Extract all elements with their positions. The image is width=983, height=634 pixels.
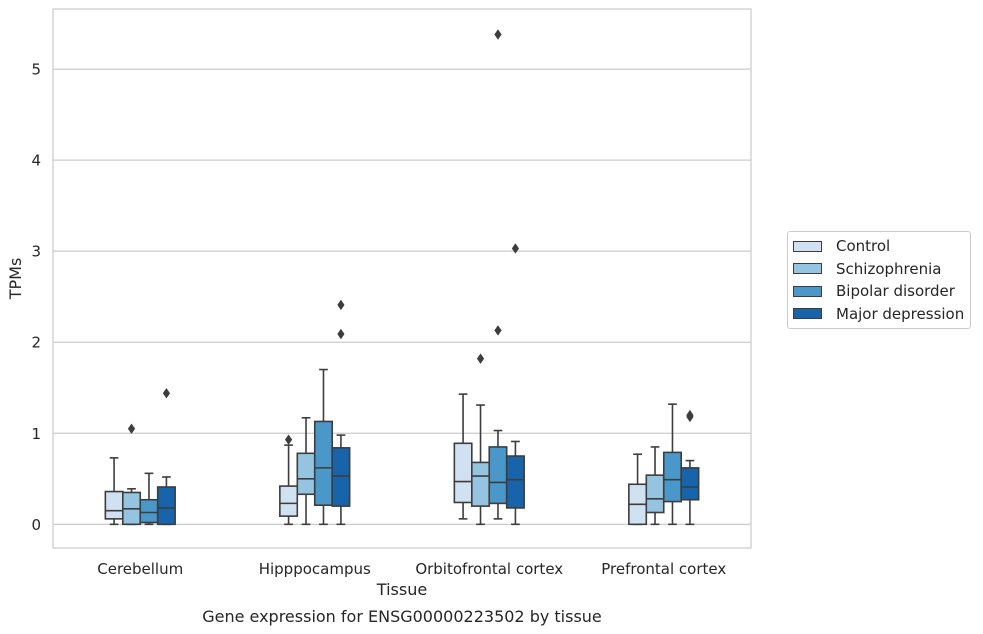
iqr-box: [453, 442, 473, 504]
y-tick-label: 5: [31, 61, 41, 79]
box-major-depression: [156, 388, 176, 526]
legend-swatch: [793, 240, 822, 252]
outlier-point: [127, 423, 136, 434]
iqr-box: [662, 451, 683, 503]
plot-boxes: [104, 29, 700, 526]
box-major-depression: [505, 243, 525, 526]
iqr-box: [488, 446, 508, 505]
box-major-depression: [331, 299, 351, 526]
y-tick-label: 4: [31, 152, 41, 170]
x-tick-label: Orbitofrontal cortex: [415, 560, 563, 578]
iqr-box: [313, 420, 334, 507]
x-tick-label: Prefrontal cortex: [601, 560, 726, 578]
outlier-point: [476, 353, 485, 364]
iqr-box: [104, 490, 124, 520]
legend-label: Control: [836, 237, 891, 256]
legend: Control Schizophrenia Bipolar disorder Majo…: [787, 231, 971, 329]
iqr-box: [296, 452, 316, 496]
box-schizophrenia: [122, 423, 142, 526]
box-schizophrenia: [645, 446, 665, 526]
chart-caption: Gene expression for ENSG00000223502 by t…: [202, 607, 602, 626]
outlier-point: [494, 325, 502, 336]
box-control: [453, 393, 473, 520]
outlier-point: [511, 243, 520, 254]
y-tick-label: 1: [31, 425, 41, 443]
outlier-point: [337, 328, 345, 340]
iqr-box: [279, 485, 299, 517]
box-control: [628, 453, 648, 526]
box-bipolar-disorder: [313, 368, 334, 526]
outlier-point: [284, 434, 293, 445]
y-tick-label: 0: [31, 516, 41, 534]
legend-item: Bipolar disorder: [788, 280, 970, 303]
legend-label: Schizophrenia: [836, 259, 942, 278]
y-ticks: 0 1 2 3 4 5: [31, 61, 41, 534]
iqr-box: [470, 461, 491, 507]
box-control: [279, 434, 299, 526]
outlier-point: [162, 388, 171, 399]
box-bipolar-disorder: [139, 472, 159, 526]
legend-swatch: [793, 308, 822, 320]
legend-label: Bipolar disorder: [836, 282, 955, 301]
x-tick-label: Hipppocampus: [259, 560, 371, 578]
x-axis-label: Tissue: [376, 580, 427, 599]
legend-swatch: [793, 285, 822, 297]
x-tick-label: Cerebellum: [97, 560, 183, 578]
y-axis-label: TPMs: [6, 258, 25, 301]
legend-item: Major depression: [788, 303, 970, 326]
legend-item: Schizophrenia: [788, 258, 970, 281]
iqr-box: [139, 498, 159, 524]
box-schizophrenia: [296, 417, 316, 526]
iqr-box: [680, 467, 700, 501]
iqr-box: [505, 455, 525, 509]
legend-swatch: [793, 263, 822, 275]
iqr-box: [156, 486, 176, 526]
box-control: [104, 457, 124, 526]
box-bipolar-disorder: [662, 403, 683, 526]
legend-item: Control: [788, 235, 970, 258]
outlier-point: [686, 409, 694, 421]
x-ticks: Cerebellum Hipppocampus Orbitofrontal cort…: [97, 560, 726, 578]
outlier-point: [494, 29, 502, 40]
box-major-depression: [680, 409, 700, 526]
legend-label: Major depression: [836, 304, 965, 323]
y-tick-label: 2: [31, 334, 41, 352]
iqr-box: [331, 447, 351, 507]
grid: [53, 68, 751, 525]
box-schizophrenia: [470, 353, 491, 526]
plot-frame: [52, 8, 752, 549]
outlier-point: [337, 299, 345, 311]
box-bipolar-disorder: [488, 29, 508, 520]
iqr-box: [645, 474, 665, 514]
y-tick-label: 3: [31, 243, 41, 261]
